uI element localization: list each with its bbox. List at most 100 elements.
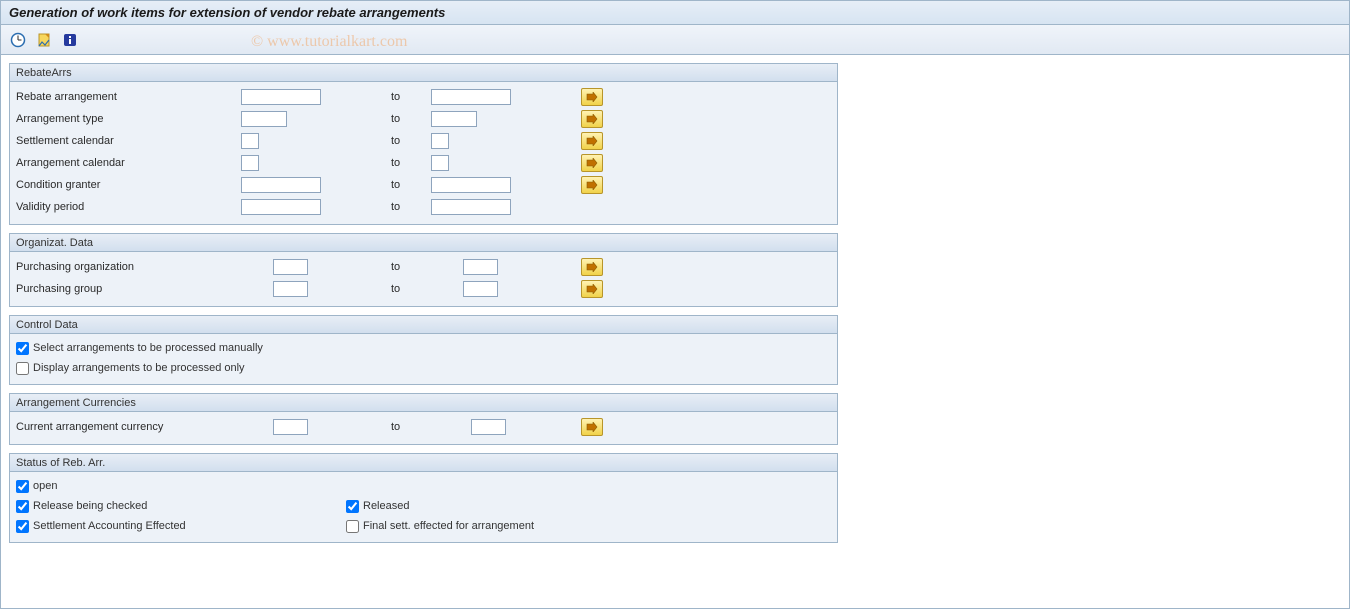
checkbox[interactable] [16,520,29,533]
to-input[interactable] [471,419,506,435]
multiple-selection-button[interactable] [581,88,603,106]
info-icon [62,32,78,48]
group-header-rebate-arrs: RebateArrs [10,64,837,82]
field-label: Purchasing group [16,283,241,295]
multiple-selection-button[interactable] [581,110,603,128]
multiple-selection-button[interactable] [581,418,603,436]
content-area: RebateArrs Rebate arrangementtoArrangeme… [1,55,846,559]
from-input[interactable] [273,281,308,297]
multiple-selection-button[interactable] [581,258,603,276]
arrow-right-icon [586,114,598,124]
checkbox-row: Release being checked Released [16,496,831,516]
to-label: to [391,283,431,295]
checkbox[interactable] [346,500,359,513]
checkbox-label: Release being checked [33,500,147,512]
page-title: Generation of work items for extension o… [9,5,445,20]
checkbox[interactable] [16,480,29,493]
field-label: Validity period [16,201,241,213]
group-org-data: Organizat. Data Purchasing organization t… [9,233,838,307]
to-input[interactable] [431,111,477,127]
to-label: to [391,113,431,125]
arrow-right-icon [586,262,598,272]
execute-icon [10,32,26,48]
to-label: to [391,179,431,191]
group-header-control-data: Control Data [10,316,837,334]
arrow-right-icon [586,180,598,190]
arrow-right-icon [586,284,598,294]
arrow-right-icon [586,158,598,168]
from-input[interactable] [241,155,259,171]
field-label: Condition granter [16,179,241,191]
field-row: Condition granter to [16,174,831,196]
field-row: Rebate arrangement to [16,86,831,108]
to-input[interactable] [463,259,498,275]
to-label: to [391,261,431,273]
checkbox-row: Display arrangements to be processed onl… [16,358,831,378]
field-row: Purchasing organization to [16,256,831,278]
group-rebate-arrs: RebateArrs Rebate arrangementtoArrangeme… [9,63,838,225]
to-input[interactable] [431,89,511,105]
field-label: Settlement calendar [16,135,241,147]
field-label: Arrangement calendar [16,157,241,169]
checkbox-label: open [33,480,57,492]
field-row: Purchasing group to [16,278,831,300]
to-label: to [391,157,431,169]
get-variant-button[interactable] [33,30,55,50]
multiple-selection-button[interactable] [581,154,603,172]
info-button[interactable] [59,30,81,50]
from-input[interactable] [241,111,287,127]
to-input[interactable] [463,281,498,297]
field-label: Arrangement type [16,113,241,125]
to-input[interactable] [431,155,449,171]
field-row: Validity period to [16,196,831,218]
checkbox-label: Settlement Accounting Effected [33,520,186,532]
from-input[interactable] [273,419,308,435]
checkbox-row: Select arrangements to be processed manu… [16,338,831,358]
from-input[interactable] [241,177,321,193]
group-status: Status of Reb. Arr. open Release being ch… [9,453,838,543]
to-input[interactable] [431,177,511,193]
field-row: Arrangement type to [16,108,831,130]
from-input[interactable] [241,89,321,105]
checkbox[interactable] [16,362,29,375]
execute-button[interactable] [7,30,29,50]
checkbox-label: Display arrangements to be processed onl… [33,362,245,374]
checkbox-row: Settlement Accounting Effected Final sett… [16,516,831,536]
multiple-selection-button[interactable] [581,132,603,150]
from-input[interactable] [273,259,308,275]
field-row: Settlement calendar to [16,130,831,152]
from-input[interactable] [241,199,321,215]
checkbox[interactable] [16,500,29,513]
field-row: Arrangement calendar to [16,152,831,174]
checkbox-label: Released [363,500,409,512]
field-row: Current arrangement currency to [16,416,831,438]
group-arr-curr: Arrangement Currencies Current arrangeme… [9,393,838,445]
group-control-data: Control Data Select arrangements to be p… [9,315,838,385]
multiple-selection-button[interactable] [581,280,603,298]
group-header-status: Status of Reb. Arr. [10,454,837,472]
checkbox-label: Select arrangements to be processed manu… [33,342,263,354]
field-label: Rebate arrangement [16,91,241,103]
checkbox-row: open [16,476,831,496]
to-input[interactable] [431,199,511,215]
arrow-right-icon [586,136,598,146]
field-label: Current arrangement currency [16,421,241,433]
checkbox-label: Final sett. effected for arrangement [363,520,534,532]
arrow-right-icon [586,422,598,432]
multiple-selection-button[interactable] [581,176,603,194]
field-label: Purchasing organization [16,261,241,273]
app-frame: Generation of work items for extension o… [0,0,1350,609]
checkbox[interactable] [346,520,359,533]
title-bar: Generation of work items for extension o… [1,1,1349,25]
variant-icon [36,32,52,48]
to-label: to [391,421,431,433]
toolbar [1,25,1349,55]
group-header-org-data: Organizat. Data [10,234,837,252]
to-label: to [391,91,431,103]
to-label: to [391,135,431,147]
checkbox[interactable] [16,342,29,355]
to-label: to [391,201,431,213]
to-input[interactable] [431,133,449,149]
from-input[interactable] [241,133,259,149]
arrow-right-icon [586,92,598,102]
